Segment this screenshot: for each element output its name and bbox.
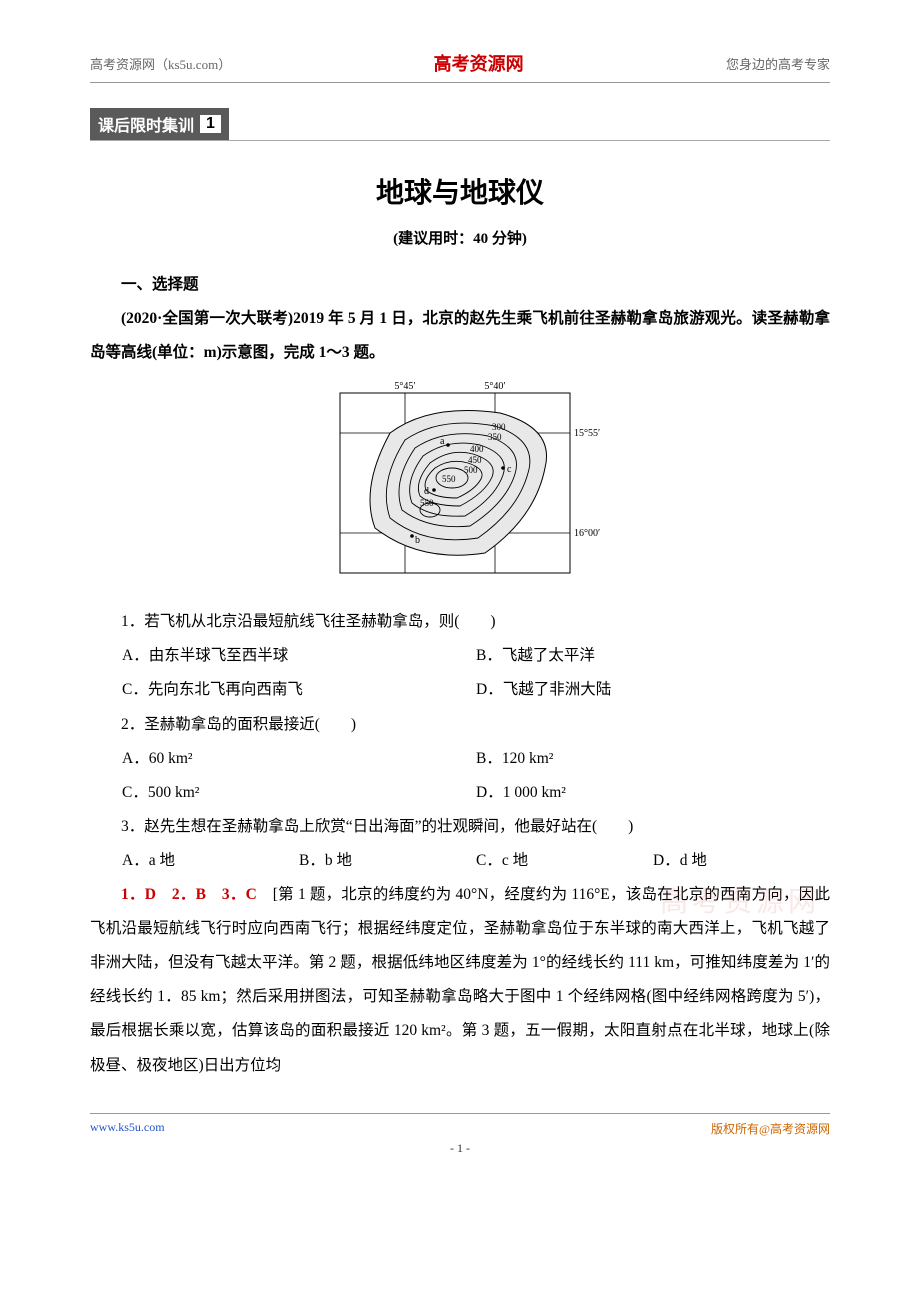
point-d-dot — [432, 488, 436, 492]
content-body: 一、选择题 (2020·全国第一次大联考)2019 年 5 月 1 日，北京的赵… — [90, 268, 830, 1083]
point-a-dot — [446, 443, 450, 447]
badge-label: 课后限时集训 — [98, 112, 194, 136]
lon-left-label: 5°45′ — [394, 381, 415, 392]
header-left: 高考资源网（ks5u.com） — [90, 54, 231, 73]
page-header: 高考资源网（ks5u.com） 高考资源网 您身边的高考专家 — [90, 50, 830, 83]
footer-left: www.ks5u.com — [90, 1120, 165, 1137]
page-footer: www.ks5u.com 版权所有@高考资源网 — [90, 1113, 830, 1137]
q2-options: A．60 km² B．120 km² C．500 km² D．1 000 km² — [122, 742, 830, 810]
section-badge: 课后限时集训 1 — [90, 108, 229, 140]
q1-opt-c: C．先向东北飞再向西南飞 — [122, 673, 476, 707]
q1-opt-d: D．飞越了非洲大陆 — [476, 673, 830, 707]
badge-number: 1 — [200, 115, 221, 133]
q1-opt-b: B．飞越了太平洋 — [476, 639, 830, 673]
q3-stem: 3．赵先生想在圣赫勒拿岛上欣赏“日出海面”的壮观瞬间，他最好站在( ) — [90, 810, 830, 844]
header-center-logo: 高考资源网 — [434, 50, 524, 76]
section-badge-row: 课后限时集训 1 — [90, 108, 830, 140]
page-title: 地球与地球仪 — [90, 171, 830, 211]
point-d-label: d — [424, 486, 429, 497]
q3-opt-d: D．d 地 — [653, 844, 830, 878]
q3-options: A．a 地 B．b 地 C．c 地 D．d 地 — [122, 844, 830, 878]
page-subtitle: (建议用时：40 分钟) — [90, 227, 830, 248]
point-c-dot — [501, 466, 505, 470]
point-c-label: c — [507, 464, 512, 475]
q1-stem: 1．若飞机从北京沿最短航线飞往圣赫勒拿岛，则( ) — [90, 605, 830, 639]
point-b-dot — [410, 534, 414, 538]
q2-opt-a: A．60 km² — [122, 742, 476, 776]
q3-opt-c: C．c 地 — [476, 844, 653, 878]
q2-opt-b: B．120 km² — [476, 742, 830, 776]
q1-opt-a: A．由东半球飞至西半球 — [122, 639, 476, 673]
label-500: 500 — [464, 465, 478, 475]
answer-block: 1．D 2．B 3．C [第 1 题，北京的纬度约为 40°N，经度约为 116… — [90, 878, 830, 1083]
section1-heading: 一、选择题 — [90, 268, 830, 302]
page-number: - 1 - — [90, 1141, 830, 1156]
label-350: 350 — [488, 432, 502, 442]
point-b-label: b — [415, 535, 420, 546]
divider — [90, 140, 830, 141]
lat-bottom-label: 16°00′ — [574, 528, 600, 539]
label-550b: 550 — [420, 498, 434, 508]
q3-opt-a: A．a 地 — [122, 844, 299, 878]
q3-opt-b: B．b 地 — [299, 844, 476, 878]
label-550a: 550 — [442, 474, 456, 484]
label-450: 450 — [468, 455, 482, 465]
lat-top-label: 15°55′ — [574, 428, 600, 439]
q2-opt-d: D．1 000 km² — [476, 776, 830, 810]
q2-stem: 2．圣赫勒拿岛的面积最接近( ) — [90, 708, 830, 742]
point-a-label: a — [440, 436, 445, 447]
contour-map-svg: 5°45′ 5°40′ 15°55′ 16°00′ 300 350 400 45… — [320, 378, 600, 588]
label-300: 300 — [492, 422, 506, 432]
question-intro: (2020·全国第一次大联考)2019 年 5 月 1 日，北京的赵先生乘飞机前… — [90, 302, 830, 370]
lon-right-label: 5°40′ — [484, 381, 505, 392]
answer-keys: 1．D 2．B 3．C — [121, 886, 257, 903]
header-right: 您身边的高考专家 — [726, 54, 830, 73]
q1-options: A．由东半球飞至西半球 B．飞越了太平洋 C．先向东北飞再向西南飞 D．飞越了非… — [122, 639, 830, 707]
label-400: 400 — [470, 444, 484, 454]
answer-explanation: [第 1 题，北京的纬度约为 40°N，经度约为 116°E，该岛在北京的西南方… — [90, 886, 830, 1073]
q2-opt-c: C．500 km² — [122, 776, 476, 810]
map-figure: 5°45′ 5°40′ 15°55′ 16°00′ 300 350 400 45… — [90, 378, 830, 593]
footer-right: 版权所有@高考资源网 — [711, 1120, 830, 1137]
